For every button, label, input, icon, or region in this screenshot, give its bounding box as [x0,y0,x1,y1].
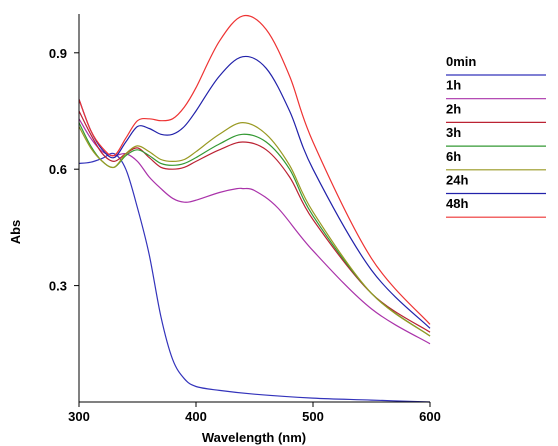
legend-label-3h: 3h [446,125,461,140]
x-tick-label: 300 [68,409,90,424]
legend-label-2h: 2h [446,101,461,116]
x-axis-title: Wavelength (nm) [202,430,306,445]
series-layer [78,14,431,403]
legend-label-6h: 6h [446,149,461,164]
y-tick-label: 0.3 [49,279,67,294]
x-tick-label: 400 [185,409,207,424]
series-line-48h [78,14,431,325]
legend-label-0min: 0min [446,54,476,69]
series-line-24h [78,55,431,329]
axes-layer [78,14,430,403]
ticks-layer: 300 400 500 600 0.3 0.6 0.9 [49,46,441,424]
series-line-3h [78,122,431,337]
y-tick-label: 0.9 [49,46,67,61]
series-line-2h [78,110,431,333]
legend-label-1h: 1h [446,78,461,93]
series-line-1h [78,118,431,345]
y-tick-label: 0.6 [49,162,67,177]
legend-label-48h: 48h [446,196,468,211]
legend: 0min 1h 2h 3h 6h 24h 48h [446,54,546,218]
series-line-6h [78,121,431,337]
legend-label-24h: 24h [446,173,468,188]
x-tick-label: 600 [419,409,441,424]
y-axis-title: Abs [8,220,23,245]
x-tick-label: 500 [302,409,324,424]
